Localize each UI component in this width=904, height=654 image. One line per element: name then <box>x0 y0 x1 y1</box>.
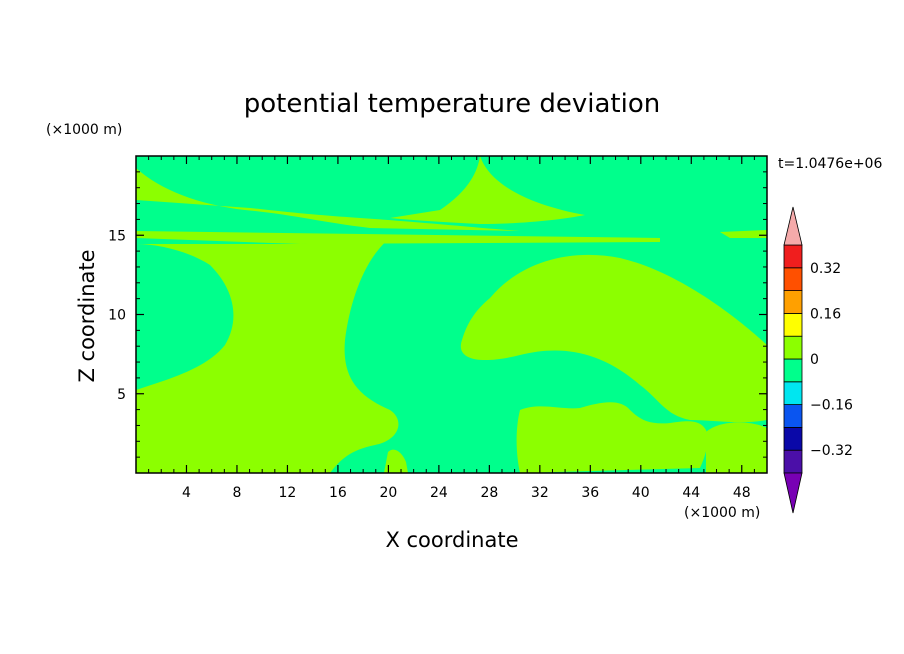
positive-region-upper-left <box>136 168 520 231</box>
colorbar-swatch <box>783 381 803 405</box>
colorbar-swatch <box>783 449 803 474</box>
positive-region-right-mid <box>460 254 767 423</box>
y-unit-label: (×1000 m) <box>46 122 122 138</box>
x-tick-label: 48 <box>733 485 751 501</box>
x-axis-ticks: 4 8 12 16 20 24 28 32 36 40 44 48 <box>148 156 755 501</box>
positive-region-small-mid <box>384 449 408 473</box>
x-tick-label: 12 <box>279 485 297 501</box>
colorbar-swatch <box>783 267 803 291</box>
x-axis-label: X coordinate <box>385 528 518 552</box>
colorbar-under-triangle <box>783 472 803 514</box>
colorbar-over-triangle <box>783 206 803 246</box>
y-tick-label: 10 <box>108 308 126 324</box>
colorbar-label: 0.16 <box>810 306 841 322</box>
x-tick-label: 36 <box>581 485 599 501</box>
positive-region-lower-center <box>516 402 708 473</box>
time-label: t=1.0476e+06 <box>778 156 882 172</box>
x-tick-label: 8 <box>232 485 241 501</box>
colorbar-swatch <box>783 358 803 383</box>
colorbar-swatch <box>783 244 803 269</box>
positive-region-small-left <box>266 430 295 473</box>
x-tick-label: 20 <box>379 485 397 501</box>
x-tick-label: 24 <box>430 485 448 501</box>
colorbar-label: 0.32 <box>810 261 841 277</box>
colorbar-swatch <box>783 335 803 360</box>
positive-region-lower-left <box>136 238 399 473</box>
colorbar: 0.32 0.16 0 −0.16 −0.32 <box>783 206 853 514</box>
x-tick-label: 40 <box>632 485 650 501</box>
x-tick-label: 28 <box>480 485 498 501</box>
positive-band-right-small <box>720 230 767 238</box>
positive-region-upper-right <box>390 156 585 224</box>
y-axis-ticks: 5 10 15 <box>108 171 767 458</box>
colorbar-swatch <box>783 290 803 314</box>
y-tick-label: 5 <box>117 387 126 403</box>
colorbar-label: −0.32 <box>810 443 853 459</box>
colorbar-swatch <box>783 312 803 337</box>
colorbar-swatch <box>783 426 803 451</box>
x-tick-label: 16 <box>329 485 347 501</box>
chart-title: potential temperature deviation <box>244 89 660 119</box>
y-tick-label: 15 <box>108 228 126 244</box>
x-tick-label: 44 <box>682 485 700 501</box>
positive-region-lower-right <box>706 422 767 473</box>
x-tick-label: 4 <box>182 485 191 501</box>
colorbar-label: −0.16 <box>810 398 853 414</box>
x-tick-label: 32 <box>531 485 549 501</box>
colorbar-swatch <box>783 404 803 428</box>
positive-band-z15 <box>136 231 660 244</box>
y-axis-label: Z coordinate <box>75 249 99 382</box>
x-unit-label: (×1000 m) <box>684 505 760 521</box>
colorbar-label: 0 <box>810 352 819 368</box>
